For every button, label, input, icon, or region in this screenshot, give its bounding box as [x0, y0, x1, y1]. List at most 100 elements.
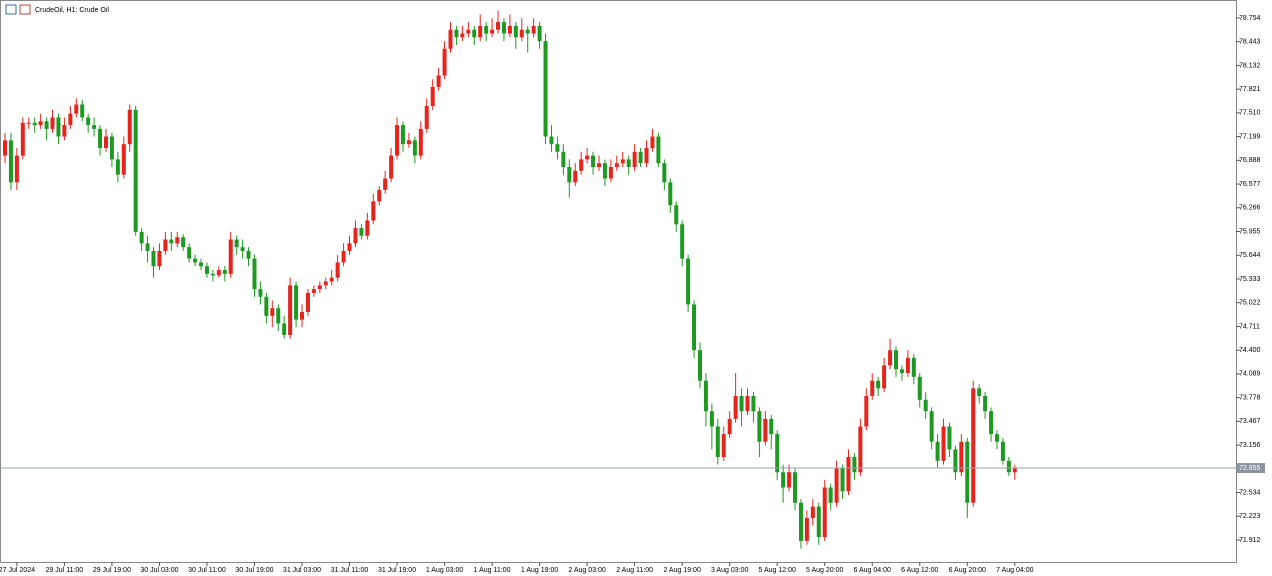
candle-body — [745, 395, 750, 412]
candle-body — [971, 388, 976, 503]
candle-body — [703, 380, 708, 412]
candle-body — [252, 258, 257, 290]
candle-body — [959, 441, 964, 473]
candle-body — [305, 292, 310, 313]
x-tick-label: 2 Aug 11:00 — [616, 567, 653, 574]
candles — [3, 10, 1017, 549]
candle-body — [870, 380, 875, 396]
candle-body — [424, 106, 429, 129]
y-tick-label: 73.778 — [1239, 394, 1261, 401]
y-tick-label: 72.534 — [1239, 489, 1261, 496]
candle-body — [650, 136, 655, 148]
candle-body — [846, 456, 851, 492]
candle-body — [234, 239, 239, 248]
candle-body — [300, 312, 304, 320]
candle-body — [852, 456, 857, 473]
candle-body — [478, 25, 483, 38]
candle-body — [858, 426, 863, 473]
candle-body — [614, 163, 619, 168]
candle-body — [406, 140, 411, 145]
candle-body — [775, 434, 780, 473]
candle-body — [834, 468, 839, 503]
x-tick-label: 1 Aug 19:00 — [521, 567, 558, 574]
x-tick-label: 6 Aug 12:00 — [901, 567, 938, 574]
candle-body — [620, 159, 625, 164]
candle-body — [507, 25, 512, 34]
candle-body — [929, 411, 934, 442]
candle-body — [163, 239, 168, 251]
candle-body — [769, 418, 774, 435]
candle-body — [151, 250, 156, 267]
candle-body — [3, 140, 7, 156]
candle-body — [365, 220, 370, 236]
candle-body — [715, 426, 720, 457]
x-tick-label: 31 Jul 19:00 — [378, 567, 416, 574]
candle-body — [145, 243, 150, 251]
candle-body — [597, 163, 601, 168]
y-tick-label: 78.754 — [1239, 15, 1261, 22]
candle-body — [662, 163, 667, 183]
candle-body — [573, 170, 578, 183]
candle-body — [822, 487, 827, 538]
y-tick-label: 72.223 — [1239, 513, 1261, 520]
candle-body — [804, 518, 809, 541]
candle-body — [56, 117, 61, 137]
y-tick-label: 73.467 — [1239, 418, 1261, 425]
candle-body — [139, 231, 144, 244]
candle-body — [264, 296, 269, 316]
candle-body — [888, 350, 893, 366]
candle-body — [555, 144, 560, 152]
y-tick-label: 74.711 — [1239, 323, 1260, 330]
candle-body — [353, 228, 358, 244]
candle-body — [686, 258, 691, 305]
candle-body — [490, 29, 495, 34]
candle-body — [543, 41, 548, 137]
x-tick-label: 6 Aug 20:00 — [949, 567, 986, 574]
candle-body — [20, 122, 25, 156]
candle-body — [115, 159, 120, 175]
y-tick-label: 76.266 — [1239, 205, 1261, 212]
candle-body — [341, 250, 346, 263]
candle-body — [80, 104, 85, 118]
x-tick-label: 7 Aug 04:00 — [996, 567, 1033, 574]
candle-body — [383, 178, 388, 190]
candle-body — [882, 365, 887, 389]
candle-body — [935, 441, 940, 461]
candle-body — [561, 151, 566, 168]
candle-body — [133, 109, 138, 232]
y-tick-label: 75.955 — [1239, 228, 1261, 235]
candle-body — [923, 399, 928, 412]
candle-body — [193, 258, 198, 263]
candle-body — [626, 159, 631, 168]
axes: 78.754 78.443 78.132 77.821 77.510 77.199 76.8… — [0, 15, 1261, 574]
candle-body — [567, 167, 572, 183]
candle-body — [204, 266, 209, 274]
candle-body — [222, 270, 227, 274]
candle-body — [109, 136, 114, 160]
candle-body — [288, 285, 293, 335]
x-tick-label: 30 Jul 03:00 — [140, 567, 178, 574]
symbol-icon — [5, 4, 31, 15]
candle-body — [899, 369, 904, 374]
candle-body — [876, 380, 881, 389]
x-tick-label: 29 Jul 11:00 — [46, 567, 84, 574]
plot-frame — [0, 0, 1237, 563]
candle-body — [454, 29, 459, 38]
y-tick-label: 76.577 — [1239, 181, 1261, 188]
y-tick-label: 74.089 — [1239, 371, 1261, 378]
y-tick-label: 71.912 — [1239, 537, 1261, 544]
candle-body — [947, 426, 952, 450]
candle-body — [977, 388, 982, 396]
candle-body — [917, 376, 922, 400]
candle-body — [1000, 441, 1005, 461]
candle-body — [501, 22, 506, 34]
candle-body — [199, 262, 204, 267]
candle-body — [680, 224, 685, 259]
candle-body — [484, 25, 489, 34]
candle-body — [602, 163, 607, 179]
candle-body — [258, 289, 263, 297]
candle-body — [26, 122, 31, 124]
candle-body — [466, 29, 471, 34]
candle-body — [442, 48, 447, 76]
